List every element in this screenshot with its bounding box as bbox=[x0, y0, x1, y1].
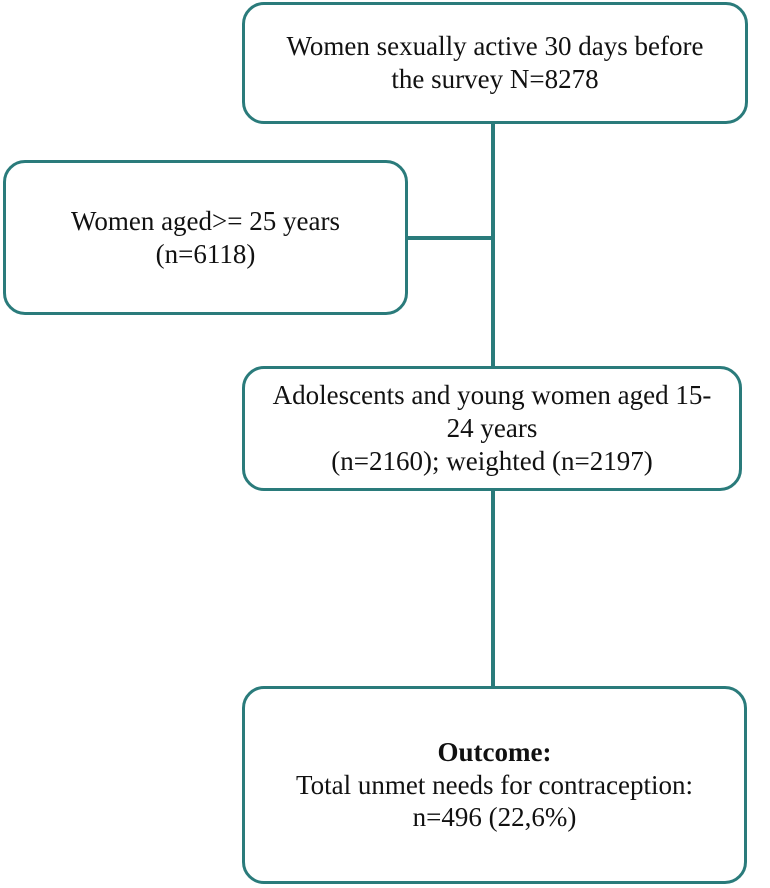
outcome-box: Outcome: Total unmet needs for contracep… bbox=[242, 686, 747, 884]
box-text-line: 24 years bbox=[446, 413, 538, 444]
connector-middle-to-outcome bbox=[491, 491, 495, 686]
box-text-line: Women sexually active 30 days before bbox=[286, 31, 704, 62]
connector-to-excluded-box bbox=[408, 236, 495, 240]
box-text-line: n=496 (22,6%) bbox=[412, 802, 577, 833]
outcome-title: Outcome: bbox=[437, 736, 552, 767]
connector-top-to-middle bbox=[491, 124, 495, 366]
excluded-women-25plus-box: Women aged>= 25 years (n=6118) bbox=[3, 160, 408, 315]
sexually-active-women-box: Women sexually active 30 days before the… bbox=[242, 2, 748, 124]
adolescents-young-women-box: Adolescents and young women aged 15- 24 … bbox=[242, 366, 742, 491]
box-text-line: the survey N=8278 bbox=[391, 64, 599, 94]
box-text-line: Total unmet needs for contraception: bbox=[296, 769, 693, 800]
box-text-line: (n=6118) bbox=[155, 238, 256, 269]
box-text-line: Adolescents and young women aged 15- bbox=[272, 380, 712, 411]
box-text-line: Women aged>= 25 years bbox=[71, 205, 340, 236]
box-text-line: (n=2160); weighted (n=2197) bbox=[331, 445, 653, 476]
